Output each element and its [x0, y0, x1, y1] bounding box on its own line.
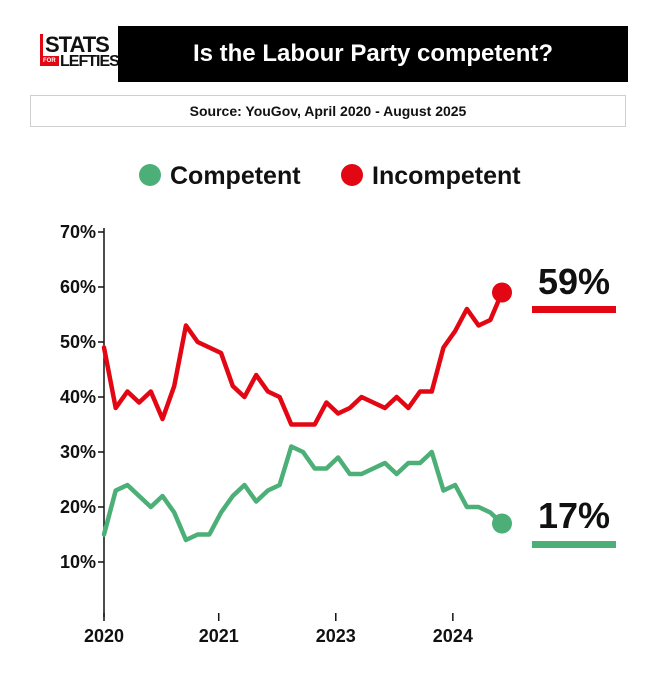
series-end-marker-competent	[492, 513, 512, 534]
y-tick-label: 20%	[60, 497, 96, 517]
source-text: Source: YouGov, April 2020 - August 2025	[189, 103, 467, 119]
legend-marker-competent	[139, 164, 161, 186]
source-box: Source: YouGov, April 2020 - August 2025	[30, 95, 626, 127]
logo-stats-text: STATS	[40, 34, 110, 56]
legend-label-incompetent: Incompetent	[372, 162, 521, 190]
x-tick-label: 2021	[199, 626, 239, 646]
y-tick-label: 10%	[60, 552, 96, 572]
stats-for-lefties-logo: STATS FOR LEFTIES	[40, 34, 120, 74]
y-tick-label: 70%	[60, 222, 96, 242]
end-value-underline-competent	[532, 541, 616, 548]
chart-title: Is the Labour Party competent?	[192, 40, 554, 67]
title-bar: Is the Labour Party competent?	[118, 26, 628, 82]
end-value-label-incompetent: 59%	[538, 261, 610, 302]
end-value-underline-incompetent	[532, 306, 616, 313]
x-tick-label: 2023	[316, 626, 356, 646]
series-line-competent	[101, 444, 505, 543]
legend-label-competent: Competent	[170, 162, 301, 190]
series-end-marker-incompetent	[492, 282, 512, 303]
y-tick-label: 30%	[60, 442, 96, 462]
x-tick-label: 2020	[84, 626, 124, 646]
logo-lefties-text: LEFTIES	[60, 53, 120, 70]
y-tick-label: 50%	[60, 332, 96, 352]
y-tick-label: 40%	[60, 387, 96, 407]
y-tick-label: 60%	[60, 277, 96, 297]
legend-marker-incompetent	[341, 164, 363, 186]
end-value-label-competent: 17%	[538, 495, 610, 536]
series-line-incompetent	[101, 290, 505, 427]
logo-for-badge: FOR	[40, 56, 59, 66]
x-tick-label: 2024	[433, 626, 473, 646]
